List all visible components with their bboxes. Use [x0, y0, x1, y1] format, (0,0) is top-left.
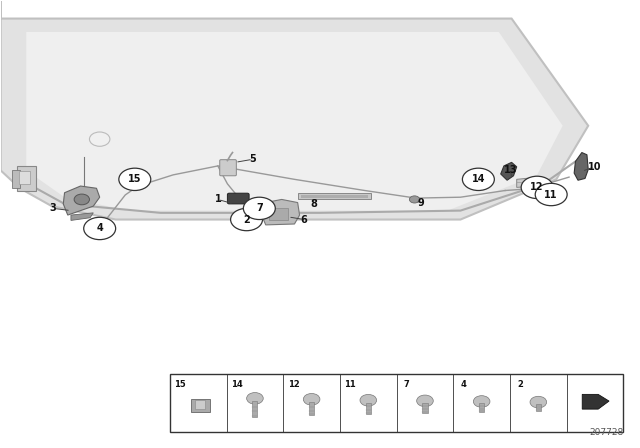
Text: 6: 6: [301, 215, 307, 224]
Text: 10: 10: [588, 162, 602, 172]
Circle shape: [303, 393, 320, 405]
Bar: [252, 401, 257, 417]
Text: 14: 14: [472, 174, 485, 184]
Text: 11: 11: [344, 379, 356, 388]
Text: 4: 4: [96, 224, 103, 233]
Polygon shape: [500, 162, 516, 180]
Circle shape: [90, 132, 110, 146]
Circle shape: [417, 395, 433, 407]
Text: 11: 11: [545, 190, 558, 199]
Polygon shape: [1, 1, 588, 220]
Circle shape: [74, 194, 90, 205]
Circle shape: [119, 168, 151, 190]
Circle shape: [410, 196, 420, 203]
Circle shape: [474, 396, 490, 407]
Bar: [19, 171, 30, 184]
Circle shape: [463, 168, 494, 190]
Polygon shape: [516, 177, 542, 187]
Circle shape: [243, 197, 275, 220]
Text: 207728: 207728: [589, 428, 623, 438]
Polygon shape: [26, 18, 563, 211]
Text: 15: 15: [174, 379, 186, 388]
Bar: [536, 404, 541, 411]
Bar: [301, 194, 368, 198]
Text: 5: 5: [250, 154, 257, 164]
Polygon shape: [582, 394, 609, 409]
Text: 7: 7: [256, 203, 262, 213]
Text: 3: 3: [50, 203, 56, 213]
Text: 13: 13: [504, 165, 517, 176]
Bar: [191, 399, 210, 412]
Circle shape: [535, 183, 567, 206]
Bar: [365, 402, 371, 414]
Polygon shape: [574, 152, 588, 180]
Polygon shape: [261, 199, 300, 225]
Bar: [12, 170, 20, 188]
Circle shape: [521, 176, 553, 198]
FancyBboxPatch shape: [220, 159, 236, 176]
Text: 12: 12: [531, 182, 544, 192]
Bar: [17, 166, 36, 190]
Circle shape: [246, 392, 263, 404]
Bar: [269, 208, 288, 220]
Text: 2: 2: [517, 379, 523, 388]
Bar: [170, 374, 623, 432]
Circle shape: [530, 396, 547, 408]
Text: 14: 14: [231, 379, 243, 388]
Text: 1: 1: [214, 194, 221, 204]
Bar: [479, 403, 484, 412]
Bar: [249, 220, 255, 226]
Polygon shape: [71, 213, 93, 220]
Circle shape: [84, 217, 116, 240]
Circle shape: [360, 394, 376, 406]
Text: 9: 9: [417, 198, 424, 208]
Bar: [309, 402, 314, 415]
Circle shape: [246, 217, 257, 225]
Text: 15: 15: [128, 174, 141, 184]
Text: 4: 4: [461, 379, 467, 388]
Bar: [195, 400, 205, 409]
Polygon shape: [63, 186, 100, 215]
Text: 12: 12: [287, 379, 300, 388]
Bar: [422, 403, 428, 413]
Text: 7: 7: [404, 379, 410, 388]
Circle shape: [230, 208, 262, 231]
Bar: [298, 193, 371, 199]
Polygon shape: [538, 186, 554, 196]
Text: 8: 8: [310, 199, 317, 209]
FancyBboxPatch shape: [227, 193, 249, 204]
Text: 2: 2: [243, 215, 250, 224]
